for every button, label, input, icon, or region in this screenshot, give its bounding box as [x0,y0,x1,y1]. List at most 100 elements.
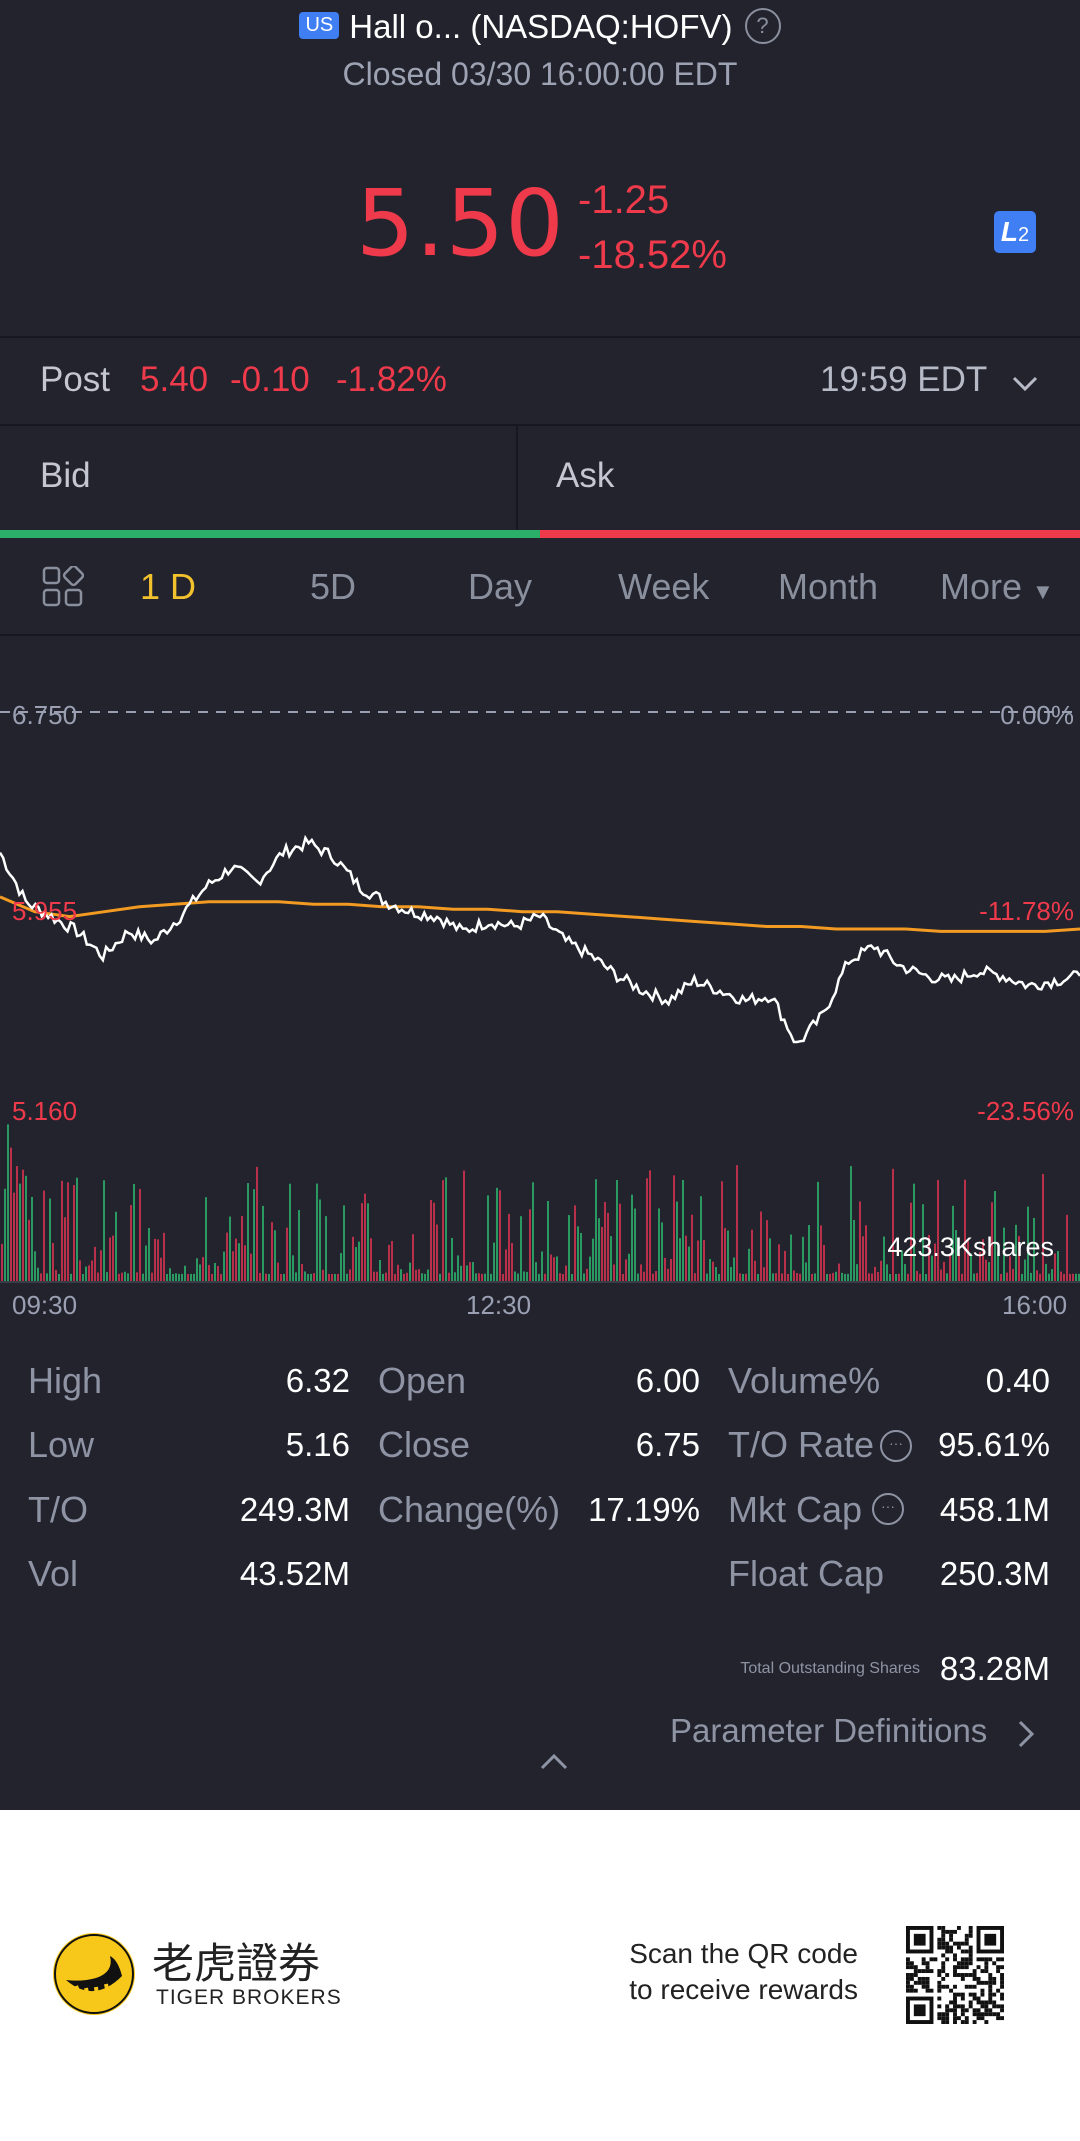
qr-module [996,1969,1001,1974]
tab-month[interactable]: Month [778,566,879,607]
post-change: -0.10 [230,360,310,399]
volume-bar [46,1273,48,1282]
volume-bar [940,1269,942,1282]
volume-bar [835,1271,837,1282]
chevron-down-icon[interactable] [1010,368,1040,398]
torate-info-icon[interactable]: ··· [880,1430,912,1462]
qr-module [933,1957,938,1962]
qr-module [921,1980,926,1985]
mktcap-info-icon[interactable]: ··· [872,1493,904,1525]
volume-bar [25,1175,27,1282]
help-icon[interactable]: ? [744,8,781,45]
grid-layout-icon[interactable] [42,566,84,608]
qr-module [953,1941,957,1946]
qr-module [988,1976,993,1981]
post-market-row[interactable]: Post 5.40 -0.10 -1.82% 19:59 EDT [0,338,1080,424]
stat-vol-label: Vol [28,1553,79,1594]
qr-module [968,2004,973,2009]
volume-bar [424,1273,426,1282]
tab-more[interactable]: More ▼ [940,566,1054,608]
qr-module [937,2004,942,2009]
qr-module [984,1980,989,1985]
volume-bar [232,1251,234,1282]
volume-bar [676,1201,678,1282]
volume-bar [295,1272,297,1282]
qr-finder [913,1933,926,1946]
volume-bar [319,1199,321,1282]
qr-module [937,1980,942,1985]
volume-bar [1015,1224,1017,1282]
volume-bar [979,1251,981,1282]
qr-module [980,2016,985,2021]
volume-bar [919,1273,921,1282]
volume-bar [421,1273,423,1282]
tab-1d[interactable]: 1 D [140,566,197,607]
qr-module [976,2000,981,2005]
volume-bar [361,1203,363,1282]
qr-module [945,1929,950,1934]
volume-bar [379,1260,381,1282]
stat-floatcap-label: Float Cap [728,1553,885,1594]
volume-bar [961,1273,963,1282]
volume-bar [487,1195,489,1282]
volume-bar [1075,1273,1077,1282]
qr-module [968,1949,973,1954]
bid-ask-divider [516,426,518,532]
volume-bar [994,1191,996,1282]
volume-bar [181,1273,183,1282]
tab-day[interactable]: Day [468,566,533,607]
qr-module [925,1980,930,1985]
volume-bar [58,1273,60,1282]
qr-module [972,1984,977,1989]
volume-bar [898,1273,900,1282]
volume-bar [1006,1272,1008,1282]
qr-module [964,1949,969,1954]
qr-module [972,2020,977,2024]
qr-module [949,1945,954,1950]
qr-module [925,1961,930,1966]
volume-bar [574,1205,576,1282]
volume-bar [688,1246,690,1282]
stock-title[interactable]: Hall o... (NASDAQ:HOFV) [349,8,733,45]
qr-module [956,1965,961,1970]
volume-bar [457,1255,459,1282]
qr-module [1000,1980,1004,1985]
tab-week[interactable]: Week [618,566,710,607]
qr-module [956,1961,961,1966]
tab-5d[interactable]: 5D [310,566,357,607]
volume-bar [283,1273,285,1282]
qr-module [937,1937,942,1942]
volume-bar [322,1269,324,1282]
volume-bar [982,1239,984,1282]
volume-bar [520,1216,522,1282]
volume-bar [436,1224,438,1282]
qr-code-icon[interactable] [906,1926,1004,2024]
caret-down-icon: ▼ [1032,579,1054,604]
volume-bar [118,1273,120,1282]
chevron-right-icon[interactable] [1016,1718,1036,1750]
qr-module [941,1945,946,1950]
volume-bar [988,1262,990,1282]
qr-module [921,1957,926,1962]
qr-module [945,2004,950,2009]
parameter-definitions-link[interactable]: Parameter Definitions [670,1712,988,1749]
qr-module [949,1949,954,1954]
intraday-chart[interactable]: 6.750 5.955 5.160 0.00% -11.78% -23.56% … [0,636,1080,1316]
volume-bar [238,1243,240,1282]
volume-bar [733,1257,735,1282]
volume-bar [751,1229,753,1282]
qr-module [984,2004,989,2009]
qr-module [906,1961,910,1966]
volume-bar [544,1273,546,1282]
chevron-up-icon[interactable] [538,1752,570,1772]
volume-bar [838,1263,840,1282]
volume-bar [70,1273,72,1282]
qr-module [949,2000,954,2005]
volume-bar [52,1242,54,1282]
volume-bar [583,1273,585,1282]
volume-bar [220,1273,222,1282]
volume-bar [1078,1273,1080,1282]
qr-module [953,1965,957,1970]
level2-badge[interactable]: L2 [994,211,1036,253]
qr-module [909,1984,914,1989]
